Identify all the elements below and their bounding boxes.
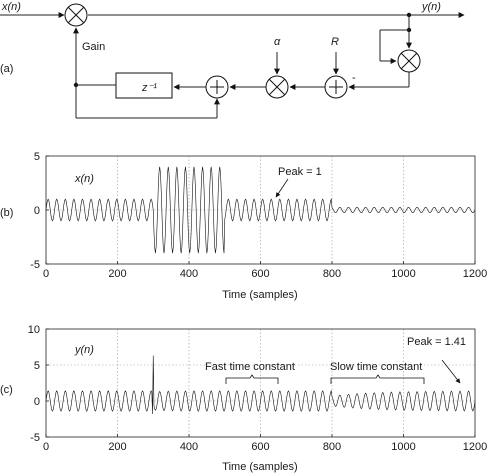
block-diagram: (a) x(n) y(n) Gain z⁻¹ <box>0 1 465 119</box>
ref-label: R <box>331 36 339 48</box>
delay-label: z⁻¹ <box>141 82 157 94</box>
slow-annotation: Slow time constant <box>330 361 422 373</box>
x-axis-label: Time (samples) <box>222 289 297 301</box>
fast-brace <box>225 374 279 384</box>
alpha-multiplier <box>265 75 289 99</box>
y-tick-label: -5 <box>30 259 40 271</box>
panel-b: (b) 0 200 400 600 800 1000 1200-505 x(n) Peak … <box>0 151 487 301</box>
x-tick-label: 800 <box>323 268 341 280</box>
y-tick-label: 5 <box>34 360 40 372</box>
y-tick-label: 0 <box>34 396 40 408</box>
x-tick-label: 600 <box>251 268 269 280</box>
x-tick-label: 1200 <box>463 441 487 453</box>
x-tick-label: 1000 <box>391 268 415 280</box>
y-tick-label: 0 <box>34 205 40 217</box>
x-tick-label: 400 <box>180 268 198 280</box>
accumulator-adder <box>205 75 229 99</box>
reference-adder <box>324 75 348 99</box>
panel-c-label: (c) <box>0 384 13 396</box>
x-tick-label: 400 <box>180 441 198 453</box>
y-tick-label: -5 <box>30 432 40 444</box>
chart-title-y: y(n) <box>74 344 94 356</box>
x-tick-label: 800 <box>323 441 341 453</box>
output-label: y(n) <box>421 1 441 13</box>
x-tick-label: 1200 <box>463 268 487 280</box>
alpha-label: α <box>274 36 281 48</box>
series-line-x <box>45 166 476 254</box>
fast-annotation: Fast time constant <box>205 361 295 373</box>
x-tick-label: 0 <box>43 441 49 453</box>
minus-label: - <box>352 72 356 84</box>
x-tick-label: 600 <box>251 441 269 453</box>
ticks: 0 200 400 600 800 1000 1200-505 <box>30 151 487 280</box>
peak-arrow-c <box>441 359 461 384</box>
slow-brace <box>330 374 425 384</box>
x-tick-label: 200 <box>108 268 126 280</box>
panel-a-label: (a) <box>0 63 13 75</box>
chart-title-x: x(n) <box>74 173 94 185</box>
x-tick-label: 200 <box>108 441 126 453</box>
input-label: x(n) <box>1 1 21 13</box>
series-line-y <box>45 355 476 414</box>
x-tick-label: 1000 <box>391 441 415 453</box>
peak-arrow <box>275 178 289 198</box>
gain-multiplier <box>64 3 88 27</box>
y-tick-label: 10 <box>28 324 40 336</box>
peak-annotation: Peak = 1 <box>278 166 322 178</box>
gain-label: Gain <box>82 41 105 53</box>
peak-annotation-c: Peak = 1.41 <box>407 336 466 348</box>
x-tick-label: 0 <box>43 268 49 280</box>
delay-block <box>115 72 173 99</box>
panel-b-label: (b) <box>0 207 13 219</box>
squaring-multiplier <box>397 49 421 73</box>
y-tick-label: 5 <box>34 151 40 163</box>
x-axis-label: Time (samples) <box>222 461 297 473</box>
